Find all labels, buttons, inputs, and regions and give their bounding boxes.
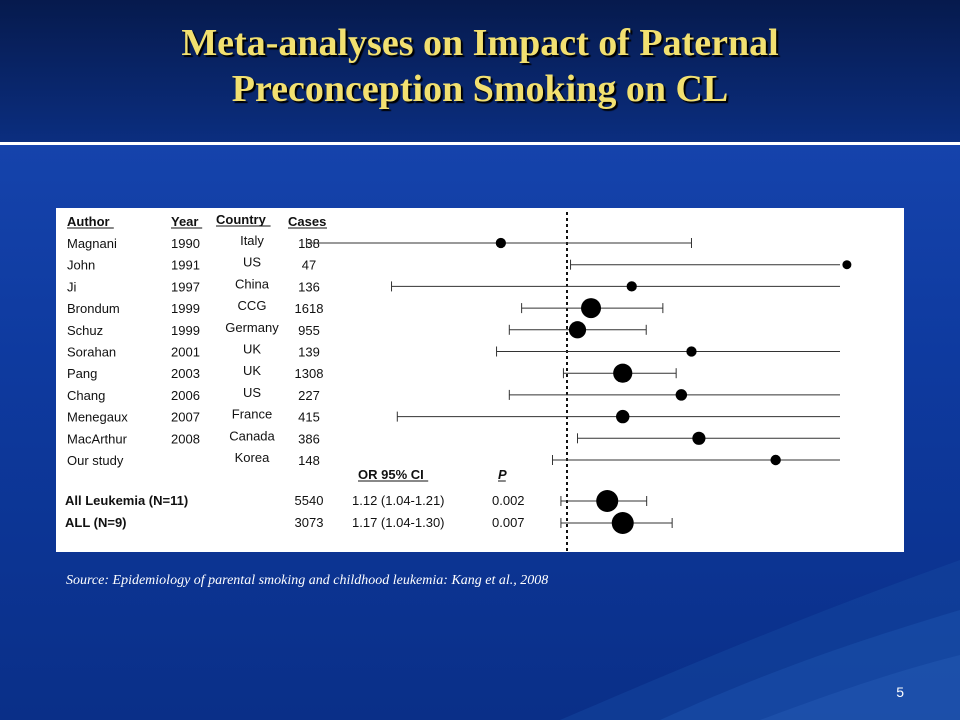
study-author: Ji (67, 279, 77, 294)
study-country: France (232, 407, 272, 422)
study-point (616, 409, 630, 424)
study-author: Our study (67, 453, 124, 468)
study-year: 1991 (171, 258, 200, 273)
study-year: 1999 (171, 323, 200, 338)
study-point (626, 281, 637, 292)
study-point (568, 321, 587, 339)
study-cases: 415 (298, 410, 320, 425)
study-author: Schuz (67, 323, 103, 338)
title-band (0, 0, 960, 144)
forest-plot-panel: Author Year Country Cases Magnani 1990 Italy 13… (56, 208, 904, 552)
summary-p-value: 0.007 (492, 515, 525, 530)
study-cases: 955 (298, 323, 320, 338)
summary-label: All Leukemia (N=11) (65, 493, 188, 508)
summary-label: ALL (N=9) (65, 515, 127, 530)
study-cases: 139 (298, 345, 320, 360)
summary-cases: 5540 (295, 493, 324, 508)
study-year: 1990 (171, 236, 200, 251)
study-author: Brondum (67, 301, 120, 316)
slide-title-line-2: Preconception Smoking on CL (231, 68, 729, 110)
study-country: US (243, 255, 261, 270)
study-cases: 1618 (295, 301, 324, 316)
column-header-author: Author (67, 214, 110, 229)
study-point (692, 431, 706, 445)
page-number: 5 (896, 684, 904, 700)
summary-point (596, 490, 619, 512)
study-author: Sorahan (67, 345, 116, 360)
study-cases: 148 (298, 453, 320, 468)
study-cases: 227 (298, 388, 320, 403)
study-year: 2003 (171, 366, 200, 381)
study-point (770, 454, 781, 466)
study-year: 2007 (171, 410, 200, 425)
column-header-year: Year (171, 214, 198, 229)
study-year: 2006 (171, 388, 200, 403)
study-country: Germany (225, 320, 279, 335)
summary-point (611, 512, 634, 534)
summary-or-ci: 1.17 (1.04-1.30) (352, 515, 445, 530)
slide-title-line-1: Meta-analyses on Impact of Paternal (181, 22, 779, 64)
study-author: Pang (67, 366, 97, 381)
study-cases: 136 (298, 279, 320, 294)
study-author: Magnani (67, 236, 117, 251)
study-author: Chang (67, 388, 105, 403)
summary-or-ci: 1.12 (1.04-1.21) (352, 493, 445, 508)
summary-cases: 3073 (295, 515, 324, 530)
study-cases: 47 (302, 258, 316, 273)
study-year: 2008 (171, 431, 200, 446)
column-header-p: P (498, 467, 507, 482)
summary-p-value: 0.002 (492, 493, 525, 508)
study-cases: 386 (298, 431, 320, 446)
study-year: 1999 (171, 301, 200, 316)
study-country: UK (243, 342, 261, 357)
study-country: CCG (238, 298, 267, 313)
study-point (581, 298, 602, 319)
study-point (842, 260, 852, 270)
column-header-country: Country (216, 212, 267, 227)
study-point (675, 389, 688, 401)
study-country: Italy (240, 233, 264, 248)
study-country: Korea (235, 450, 270, 465)
study-year: 1997 (171, 279, 200, 294)
slide-title: Meta-analyses on Impact of Paternal Prec… (0, 20, 960, 112)
column-header-or-ci: OR 95% CI (358, 467, 424, 482)
study-point (686, 346, 697, 357)
title-divider (0, 142, 960, 145)
study-country: UK (243, 363, 261, 378)
study-author: Menegaux (67, 410, 128, 425)
study-point (613, 363, 633, 383)
study-point (495, 237, 506, 249)
study-country: US (243, 385, 261, 400)
study-cases: 1308 (295, 366, 324, 381)
column-header-cases: Cases (288, 214, 326, 229)
source-citation: Source: Epidemiology of parental smoking… (66, 573, 549, 588)
forest-plot: Author Year Country Cases Magnani 1990 Italy 13… (65, 212, 852, 552)
study-country: Canada (229, 428, 275, 443)
study-year: 2001 (171, 345, 200, 360)
study-country: China (235, 276, 270, 291)
study-author: John (67, 258, 95, 273)
study-author: MacArthur (67, 431, 128, 446)
